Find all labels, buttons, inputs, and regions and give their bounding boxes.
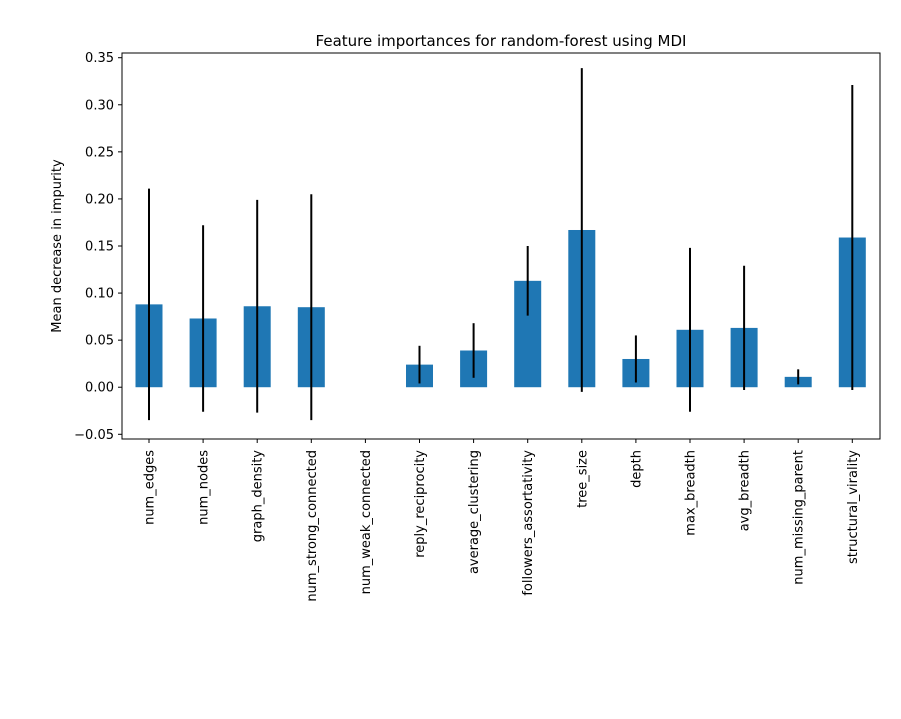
y-tick-label: 0.00 (85, 381, 114, 396)
y-tick-label: 0.05 (85, 334, 114, 349)
x-tick-label: num_weak_connected (359, 450, 374, 594)
y-tick-label: 0.20 (85, 192, 114, 207)
x-tick-label: average_clustering (467, 450, 482, 574)
y-tick-label: 0.30 (85, 98, 114, 113)
x-tick-label: structural_virality (846, 450, 861, 564)
x-tick-label: num_missing_parent (792, 450, 807, 585)
x-tick-label: depth (629, 450, 644, 488)
plot-frame (121, 52, 881, 440)
x-tick-label: followers_assortativity (521, 450, 536, 596)
x-tick-label: num_edges (143, 450, 158, 525)
x-tick-label: num_nodes (197, 450, 212, 525)
x-tick-label: num_strong_connected (305, 450, 320, 602)
chart-title: Feature importances for random-forest us… (316, 32, 687, 50)
y-tick-label: 0.25 (85, 145, 114, 160)
x-tick-label: graph_density (251, 450, 266, 543)
x-tick-label: tree_size (575, 450, 590, 508)
y-tick-label: 0.15 (85, 240, 114, 255)
y-axis-title: Mean decrease in impurity (50, 159, 65, 333)
y-tick-label: 0.35 (85, 51, 114, 66)
x-tick-label: avg_breadth (738, 450, 753, 531)
plot-area: −0.05 0.00 0.05 0.10 0.15 0.20 0.25 0.30 0.35 num… (74, 51, 866, 602)
x-tick-label: reply_reciprocity (413, 450, 428, 558)
y-tick-label: −0.05 (74, 428, 114, 443)
y-tick-label: 0.10 (85, 287, 114, 302)
x-tick-label: max_breadth (684, 450, 699, 536)
